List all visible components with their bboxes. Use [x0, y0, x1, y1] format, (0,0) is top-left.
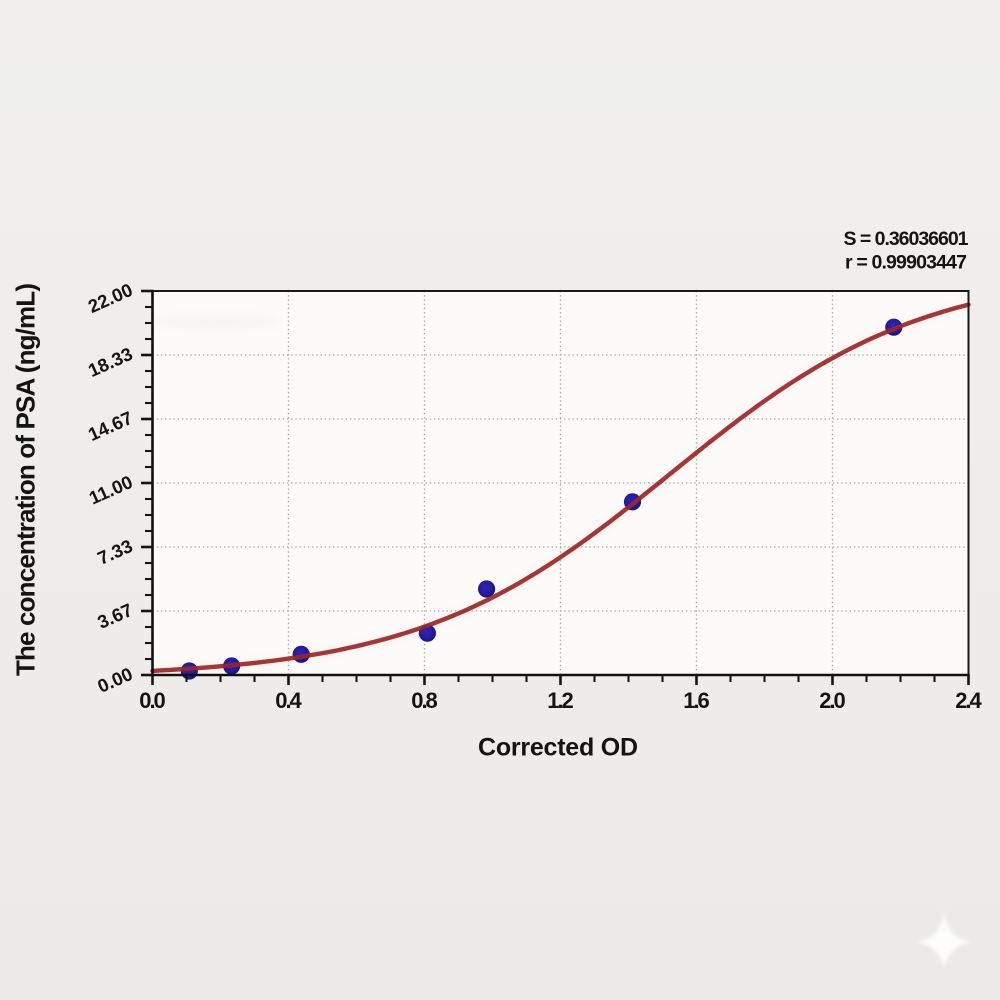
- svg-text:The concentration of PSA (ng/m: The concentration of PSA (ng/mL): [11, 283, 41, 676]
- svg-text:0.4: 0.4: [275, 688, 302, 713]
- svg-text:0.8: 0.8: [411, 688, 438, 713]
- svg-text:S = 0.36036601: S = 0.36036601: [844, 228, 969, 250]
- svg-text:1.2: 1.2: [547, 688, 574, 713]
- svg-text:1.6: 1.6: [683, 688, 710, 713]
- svg-text:0.0: 0.0: [139, 688, 166, 713]
- svg-text:2.0: 2.0: [819, 688, 846, 713]
- svg-text:2.4: 2.4: [955, 688, 982, 713]
- svg-text:r = 0.99903447: r = 0.99903447: [845, 252, 967, 274]
- svg-text:Corrected OD: Corrected OD: [478, 733, 638, 761]
